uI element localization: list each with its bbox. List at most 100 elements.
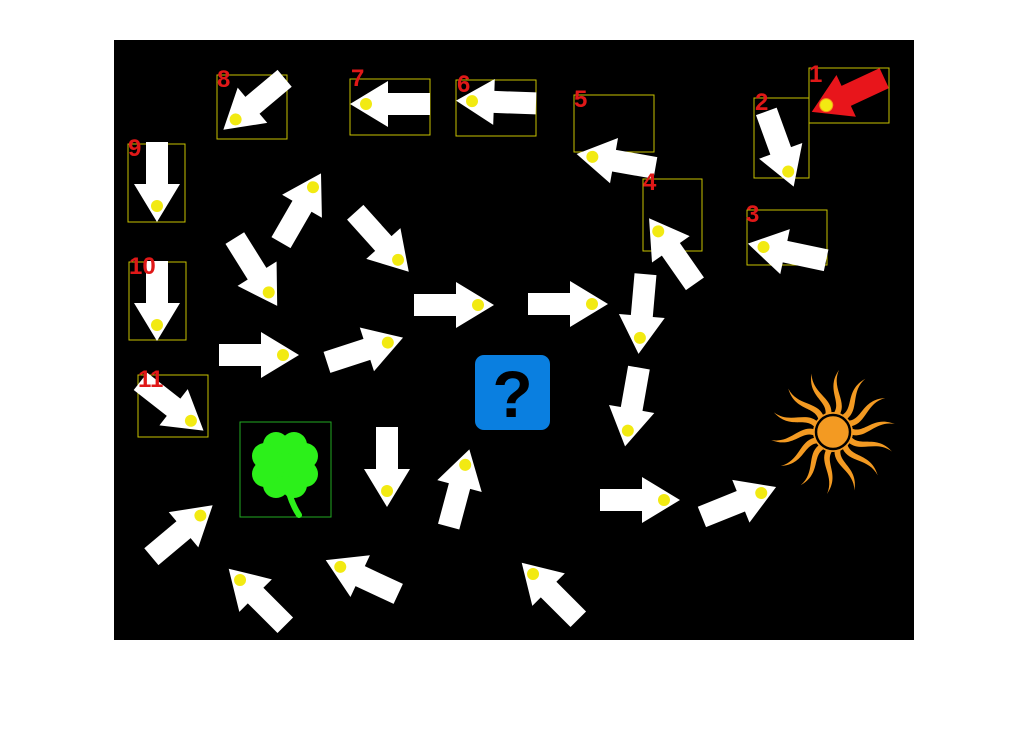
clover-box (239, 421, 332, 518)
numbered-arrow-6[interactable] (455, 78, 537, 127)
white-arrow-icon (649, 218, 704, 291)
numbered-arrow-7[interactable] (350, 81, 430, 127)
highlight-box-6 (455, 79, 537, 137)
white-arrow-icon (576, 138, 658, 184)
yellow-dot-icon (151, 200, 163, 212)
numbered-arrow-3[interactable] (743, 221, 831, 283)
yellow-dot-icon (184, 414, 197, 427)
step-label-3: 3 (746, 201, 759, 228)
numbered-arrow-1[interactable] (802, 57, 894, 132)
step-label-9: 9 (128, 135, 141, 162)
numbered-arrow-9[interactable] (134, 142, 180, 222)
white-arrow-icon (323, 327, 404, 373)
white-arrow-icon (223, 69, 292, 130)
yellow-dot-icon (307, 181, 319, 194)
highlight-box-1 (808, 67, 890, 124)
arrow-path-canvas: 1 2 3 4 5 6 7 8 9 10 11? (126, 57, 896, 640)
yellow-dot-icon (586, 150, 599, 163)
yellow-dot-icon (652, 225, 665, 238)
question-box[interactable]: ? (475, 355, 550, 431)
path-arrow[interactable] (212, 552, 301, 640)
path-arrow[interactable] (505, 546, 594, 635)
yellow-dot-icon (633, 331, 646, 344)
yellow-dot-icon (392, 253, 405, 266)
yellow-dot-icon (194, 509, 207, 522)
yellow-dot-icon (381, 336, 394, 349)
numbered-arrow-4[interactable] (630, 205, 714, 297)
white-arrow-icon (755, 107, 803, 187)
path-arrow[interactable] (528, 281, 608, 327)
yellow-dot-icon (459, 458, 472, 471)
numbered-arrow-5[interactable] (573, 131, 660, 190)
numbered-arrow-10[interactable] (134, 261, 180, 341)
white-arrow-icon (133, 372, 204, 431)
question-mark-label: ? (492, 357, 532, 431)
yellow-dot-icon (334, 560, 347, 573)
white-arrow-icon (600, 477, 680, 523)
white-arrow-icon (609, 365, 655, 447)
path-arrow[interactable] (215, 226, 296, 318)
step-label-1: 1 (809, 61, 822, 88)
question-mark-icon (475, 355, 550, 430)
step-label-11: 11 (138, 366, 163, 393)
highlight-box-2 (753, 97, 810, 179)
yellow-dot-icon (234, 574, 247, 587)
path-arrow[interactable] (616, 272, 669, 356)
yellow-dot-icon (472, 299, 484, 311)
yellow-dot-icon (151, 319, 163, 331)
path-arrow[interactable] (602, 364, 661, 451)
numbered-arrow-11[interactable] (126, 363, 217, 449)
highlight-box-11 (137, 374, 209, 438)
step-label-6: 6 (457, 71, 470, 98)
white-arrow-icon (521, 562, 587, 628)
path-arrow[interactable] (261, 162, 341, 254)
yellow-dot-icon (360, 98, 372, 110)
numbered-arrow-8[interactable] (209, 61, 300, 148)
highlight-box-3 (746, 209, 828, 266)
yellow-dot-icon (277, 349, 289, 361)
sun-icon[interactable] (771, 370, 896, 494)
path-arrow[interactable] (364, 427, 410, 507)
yellow-dot-icon (262, 286, 275, 299)
path-arrow[interactable] (320, 316, 410, 384)
path-arrow[interactable] (693, 466, 784, 539)
path-arrow[interactable] (600, 477, 680, 523)
puzzle-board: 1 2 3 4 5 6 7 8 9 10 11? (114, 40, 914, 640)
numbered-arrow-2[interactable] (745, 104, 816, 195)
yellow-dot-icon (757, 241, 770, 254)
white-arrow-icon (414, 282, 494, 328)
clover-tile[interactable] (239, 421, 332, 518)
path-arrow[interactable] (219, 332, 299, 378)
white-arrow-icon (697, 479, 777, 528)
path-arrow[interactable] (338, 197, 426, 287)
yellow-dot-icon (466, 95, 479, 108)
highlight-box-8 (216, 74, 288, 140)
yellow-dot-icon (586, 298, 598, 310)
white-arrow-icon (134, 142, 180, 222)
white-arrow-icon (134, 261, 180, 341)
yellow-dot-icon (658, 494, 670, 506)
white-arrow-icon (456, 78, 537, 125)
white-arrow-icon (144, 505, 213, 566)
white-arrow-icon (747, 229, 829, 275)
yellow-dot-icon (755, 487, 768, 500)
four-leaf-clover-icon (252, 432, 318, 518)
white-arrow-icon (528, 281, 608, 327)
white-arrow-icon (437, 449, 482, 530)
yellow-dot-icon (229, 113, 242, 126)
white-arrow-icon (364, 427, 410, 507)
white-arrow-icon (225, 232, 278, 306)
white-arrow-icon (350, 81, 430, 127)
yellow-dot-icon (527, 568, 540, 581)
step-label-7: 7 (351, 65, 364, 92)
white-arrow-icon (271, 173, 322, 249)
yellow-dot-icon (621, 424, 634, 437)
step-label-8: 8 (217, 66, 230, 93)
path-arrow[interactable] (137, 488, 228, 575)
step-label-5: 5 (574, 86, 587, 113)
path-arrow[interactable] (414, 282, 494, 328)
path-arrow[interactable] (316, 539, 408, 614)
path-arrow[interactable] (426, 443, 491, 532)
step-label-2: 2 (755, 89, 768, 116)
step-label-10: 10 (129, 253, 156, 280)
